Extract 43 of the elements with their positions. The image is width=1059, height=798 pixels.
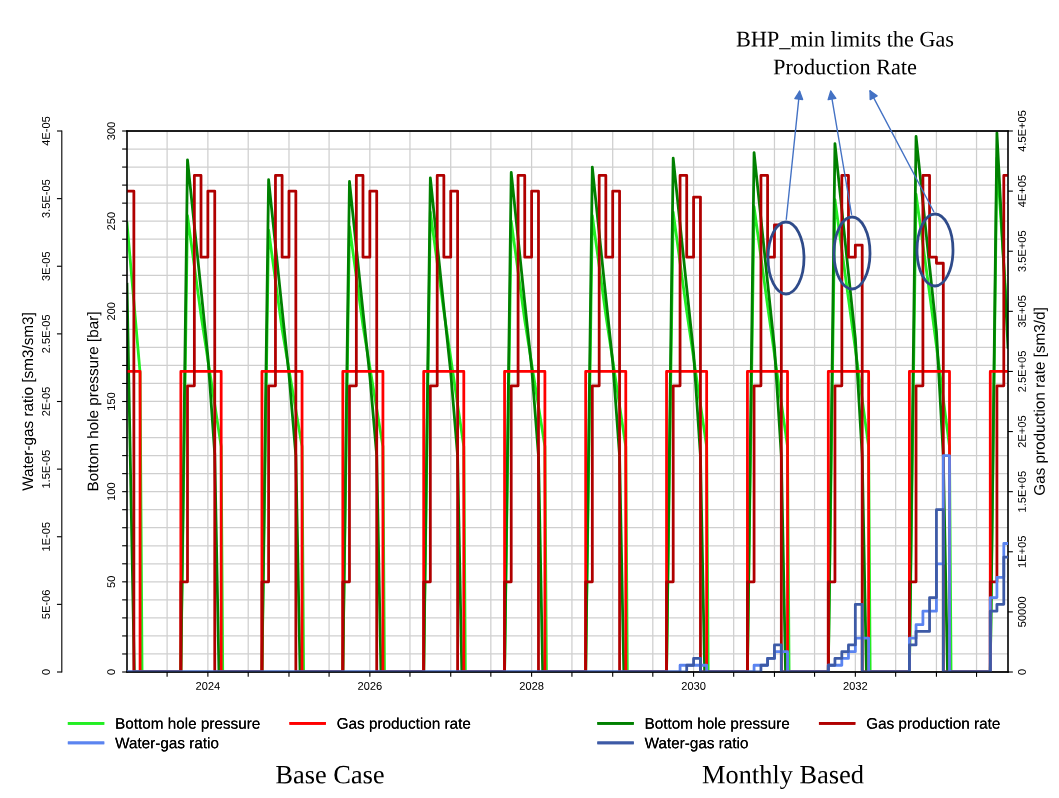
y2-tick-label: 4.5E+05 [1018,110,1026,152]
y2-axis-title: Gas production rate [sm3/d] [1033,308,1048,495]
x-tick-label: 2030 [681,682,706,690]
x-tick-label: 2026 [358,682,382,690]
legend-label: Gas production rate [337,717,471,732]
text: Monthly Based [702,765,864,789]
y3-tick-label: 3.5E-05 [42,179,50,218]
x-tick-label: 2028 [519,682,544,690]
y-tick-label: 200 [107,302,116,321]
y-tick-label: 150 [107,392,116,410]
legend-label: Water-gas ratio [115,737,219,752]
y-axis-title: Bottom hole pressure [bar] [87,312,102,491]
legend-label: Bottom hole pressure [645,717,790,732]
y-tick-label: 50 [107,576,116,588]
text: BHP_min limits the Gas Production Rate [736,30,954,75]
y2-tick-label: 3.5E+05 [1018,230,1026,272]
y3-tick-label: 1E-05 [42,522,50,551]
y2-tick-label: 1E+05 [1018,536,1026,568]
y2-tick-label: 0 [1018,669,1026,675]
text: Base Case [276,765,384,784]
y3-axis-title: Water-gas ratio [sm3/sm3] [21,313,37,491]
y3-tick-label: 2E-05 [42,387,50,416]
y2-tick-label: 1.5E+05 [1018,471,1026,512]
y-tick-label: 250 [107,212,116,230]
y2-tick-label: 4E+05 [1018,175,1026,208]
legend-label: Bottom hole pressure [116,717,260,732]
y3-tick-label: 5E-06 [42,590,50,619]
y-tick-label: 0 [107,669,116,675]
y3-tick-label: 1.5E-05 [42,450,50,488]
x-tick-label: 2024 [196,682,220,690]
y-tick-label: 300 [107,122,116,140]
y3-tick-label: 4E-05 [42,116,50,146]
y2-tick-label: 3E+05 [1018,295,1026,328]
y3-tick-label: 2.5E-05 [42,314,50,353]
x-tick-label: 2032 [843,682,868,690]
legend-label: Gas production rate [866,717,1000,732]
y3-tick-label: 0 [42,669,50,675]
y2-tick-label: 2E+05 [1018,415,1026,448]
y2-tick-label: 50000 [1018,596,1026,627]
y3-tick-label: 3E-05 [42,251,50,281]
y-tick-label: 100 [107,482,116,501]
y2-tick-label: 2.5E+05 [1018,351,1026,392]
legend-label: Water-gas ratio [644,737,748,752]
